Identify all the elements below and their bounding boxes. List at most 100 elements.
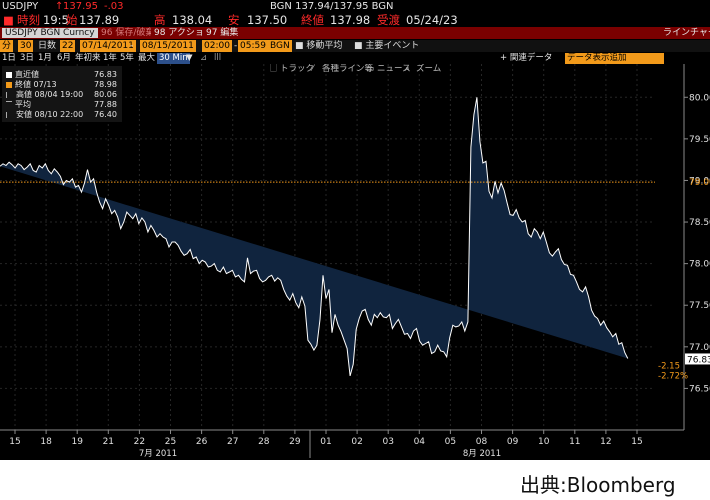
related-data-menu[interactable]: + 関連データ (500, 53, 553, 63)
events-checkbox[interactable]: ■ 主要イベント (354, 41, 420, 51)
x-tick-label: 11 (569, 437, 580, 447)
period-5y[interactable]: 5年 (120, 53, 134, 63)
high-label: 高 (154, 13, 166, 27)
x-tick-label: 10 (538, 437, 550, 447)
period-bar: 1日 3日 1月 6月 年初来 1年 5年 最大 30 Min ▼ ⊿ lll … (0, 53, 710, 64)
y-tick-label: 79.00 (689, 176, 710, 186)
terminal-window: USDJPY ↑ 137.95 -.03 BGN 137.94/137.95 B… (0, 0, 710, 460)
x-tick-label: 02 (351, 437, 362, 447)
source-field[interactable]: BGN (268, 40, 292, 52)
end-time-field[interactable]: 05:59 (238, 40, 268, 52)
x-tick-label: 21 (103, 437, 114, 447)
x-tick-label: 09 (507, 437, 519, 447)
security-field[interactable]: USDJPY BGN Curncy (2, 28, 98, 38)
period-6m[interactable]: 6月 (57, 53, 71, 63)
period-ytd[interactable]: 年初来 (75, 53, 101, 63)
chart-tools-row: 🗌 トラック ⁄ 各種ライン等 ▭ ニュース ⌕ ズーム (270, 64, 441, 74)
month-label-august: 8月 2011 (463, 449, 501, 459)
y-tick-label: 79.50 (689, 135, 710, 145)
x-tick-label: 25 (165, 437, 176, 447)
x-axis-background (0, 430, 710, 460)
value-labels: 76.83 -2.15-2.72% (658, 353, 710, 381)
legend-avg-marker (6, 101, 12, 108)
period-max[interactable]: 最大 (138, 53, 156, 63)
news-tool[interactable]: ニュース (377, 64, 411, 74)
close-value: 137.98 (330, 13, 371, 27)
legend-last-swatch (6, 71, 12, 78)
change-percent-label: -2.72% (658, 371, 688, 381)
price-change: -.03 (104, 1, 124, 12)
end-date-field[interactable]: 08/15/2011 (140, 40, 196, 52)
y-tick-label: 78.00 (689, 260, 710, 270)
x-tick-label: 19 (71, 437, 83, 447)
start-date-field[interactable]: 07/14/2011 (80, 40, 136, 52)
x-tick-label: 22 (134, 437, 145, 447)
x-tick-label: 03 (382, 437, 393, 447)
edit-menu[interactable]: 97 編集 (203, 28, 242, 38)
period-3d[interactable]: 3日 (20, 53, 34, 63)
period-1d[interactable]: 1日 (2, 53, 16, 63)
x-tick-label: 27 (227, 437, 238, 447)
action-menu[interactable]: 98 アクション (151, 28, 216, 38)
last-price: 137.95 (63, 1, 98, 12)
legend-close-swatch (6, 81, 12, 88)
track-tool[interactable]: トラック (280, 64, 314, 74)
quote-header-row: USDJPY ↑ 137.95 -.03 BGN 137.94/137.95 B… (0, 1, 710, 13)
interval-field[interactable]: 30 (18, 40, 34, 52)
source-caption: 出典:Bloomberg (520, 473, 676, 497)
chart-type-menu[interactable]: ラインチャート (660, 28, 710, 38)
moving-average-label: 移動平均 (306, 41, 343, 51)
x-tick-label: 01 (320, 437, 331, 447)
price-line (0, 97, 629, 377)
menu-bar: USDJPY BGN Curncy 96 保存/破棄 98 アクション 97 編… (0, 27, 710, 39)
low-value: 137.50 (247, 13, 288, 27)
ticker-label: USDJPY (2, 1, 39, 12)
y-axis: 76.50 77.00 77.50 78.00 78.50 79.00 79.50 80.00… (655, 64, 710, 460)
lines-tool[interactable]: 各種ライン等 (322, 64, 374, 74)
bar-size-select[interactable]: 30 Min (157, 53, 190, 64)
x-tick-label: 18 (40, 437, 52, 447)
zoom-tool[interactable]: ズーム (416, 64, 441, 74)
news-icon[interactable]: ▭ (366, 64, 374, 74)
legend-low-marker (6, 111, 13, 118)
y-tick-label: 76.50 (689, 384, 710, 394)
pin-icon[interactable]: 🗌 (270, 64, 277, 74)
frequency-select[interactable]: 分 (0, 40, 14, 52)
legend-avg: 平均 77.88 (6, 100, 117, 109)
moving-average-checkbox[interactable]: ■ 移動平均 (295, 41, 343, 51)
up-arrow-icon: ↑ (55, 1, 64, 12)
legend-low: 安値 08/10 22:00 76.40 (6, 110, 117, 119)
lines-icon[interactable]: ⁄ (310, 64, 315, 74)
last-value-label: 76.83 (687, 355, 710, 365)
add-data-field[interactable]: データ表示追加 (565, 53, 664, 64)
info-icon: ■ (3, 13, 14, 27)
legend-high-marker (6, 91, 13, 98)
zoom-icon[interactable]: ⌕ (405, 64, 410, 74)
last-value-tag (685, 353, 710, 365)
chart-style-icon[interactable]: ⊿ (200, 53, 208, 63)
x-tick-label: 29 (289, 437, 301, 447)
date-separator: - (130, 41, 134, 51)
x-tick-label: 05 (445, 437, 456, 447)
days-field[interactable]: 22 (60, 40, 76, 52)
period-1m[interactable]: 1月 (38, 53, 52, 63)
settle-label: 受渡 (377, 13, 400, 27)
events-label: 主要イベント (365, 41, 420, 51)
y-tick-label: 77.50 (689, 301, 710, 311)
x-tick-label: 04 (414, 437, 426, 447)
reference-value-label: 79.00 (689, 178, 710, 188)
days-label: 日数 (38, 41, 57, 51)
legend-high: 高値 08/04 19:00 80.06 (6, 90, 117, 99)
x-tick-label: 28 (258, 437, 270, 447)
dropdown-arrow-icon[interactable]: ▼ (186, 53, 193, 63)
start-time-field[interactable]: 02:00 (202, 40, 232, 52)
parameter-bar: 分 30 日数 22 07/14/2011 - 08/15/2011 02:00… (0, 40, 710, 52)
period-1y[interactable]: 1年 (103, 53, 117, 63)
time-separator: - (234, 41, 238, 51)
settle-date: 05/24/23 (406, 13, 458, 27)
open-value: 137.89 (79, 13, 120, 27)
y-tick-label: 78.50 (689, 218, 710, 228)
save-discard-button[interactable]: 96 保存/破棄 (98, 28, 158, 38)
line-style-icon[interactable]: lll (214, 53, 222, 63)
low-label: 安 (228, 13, 240, 27)
